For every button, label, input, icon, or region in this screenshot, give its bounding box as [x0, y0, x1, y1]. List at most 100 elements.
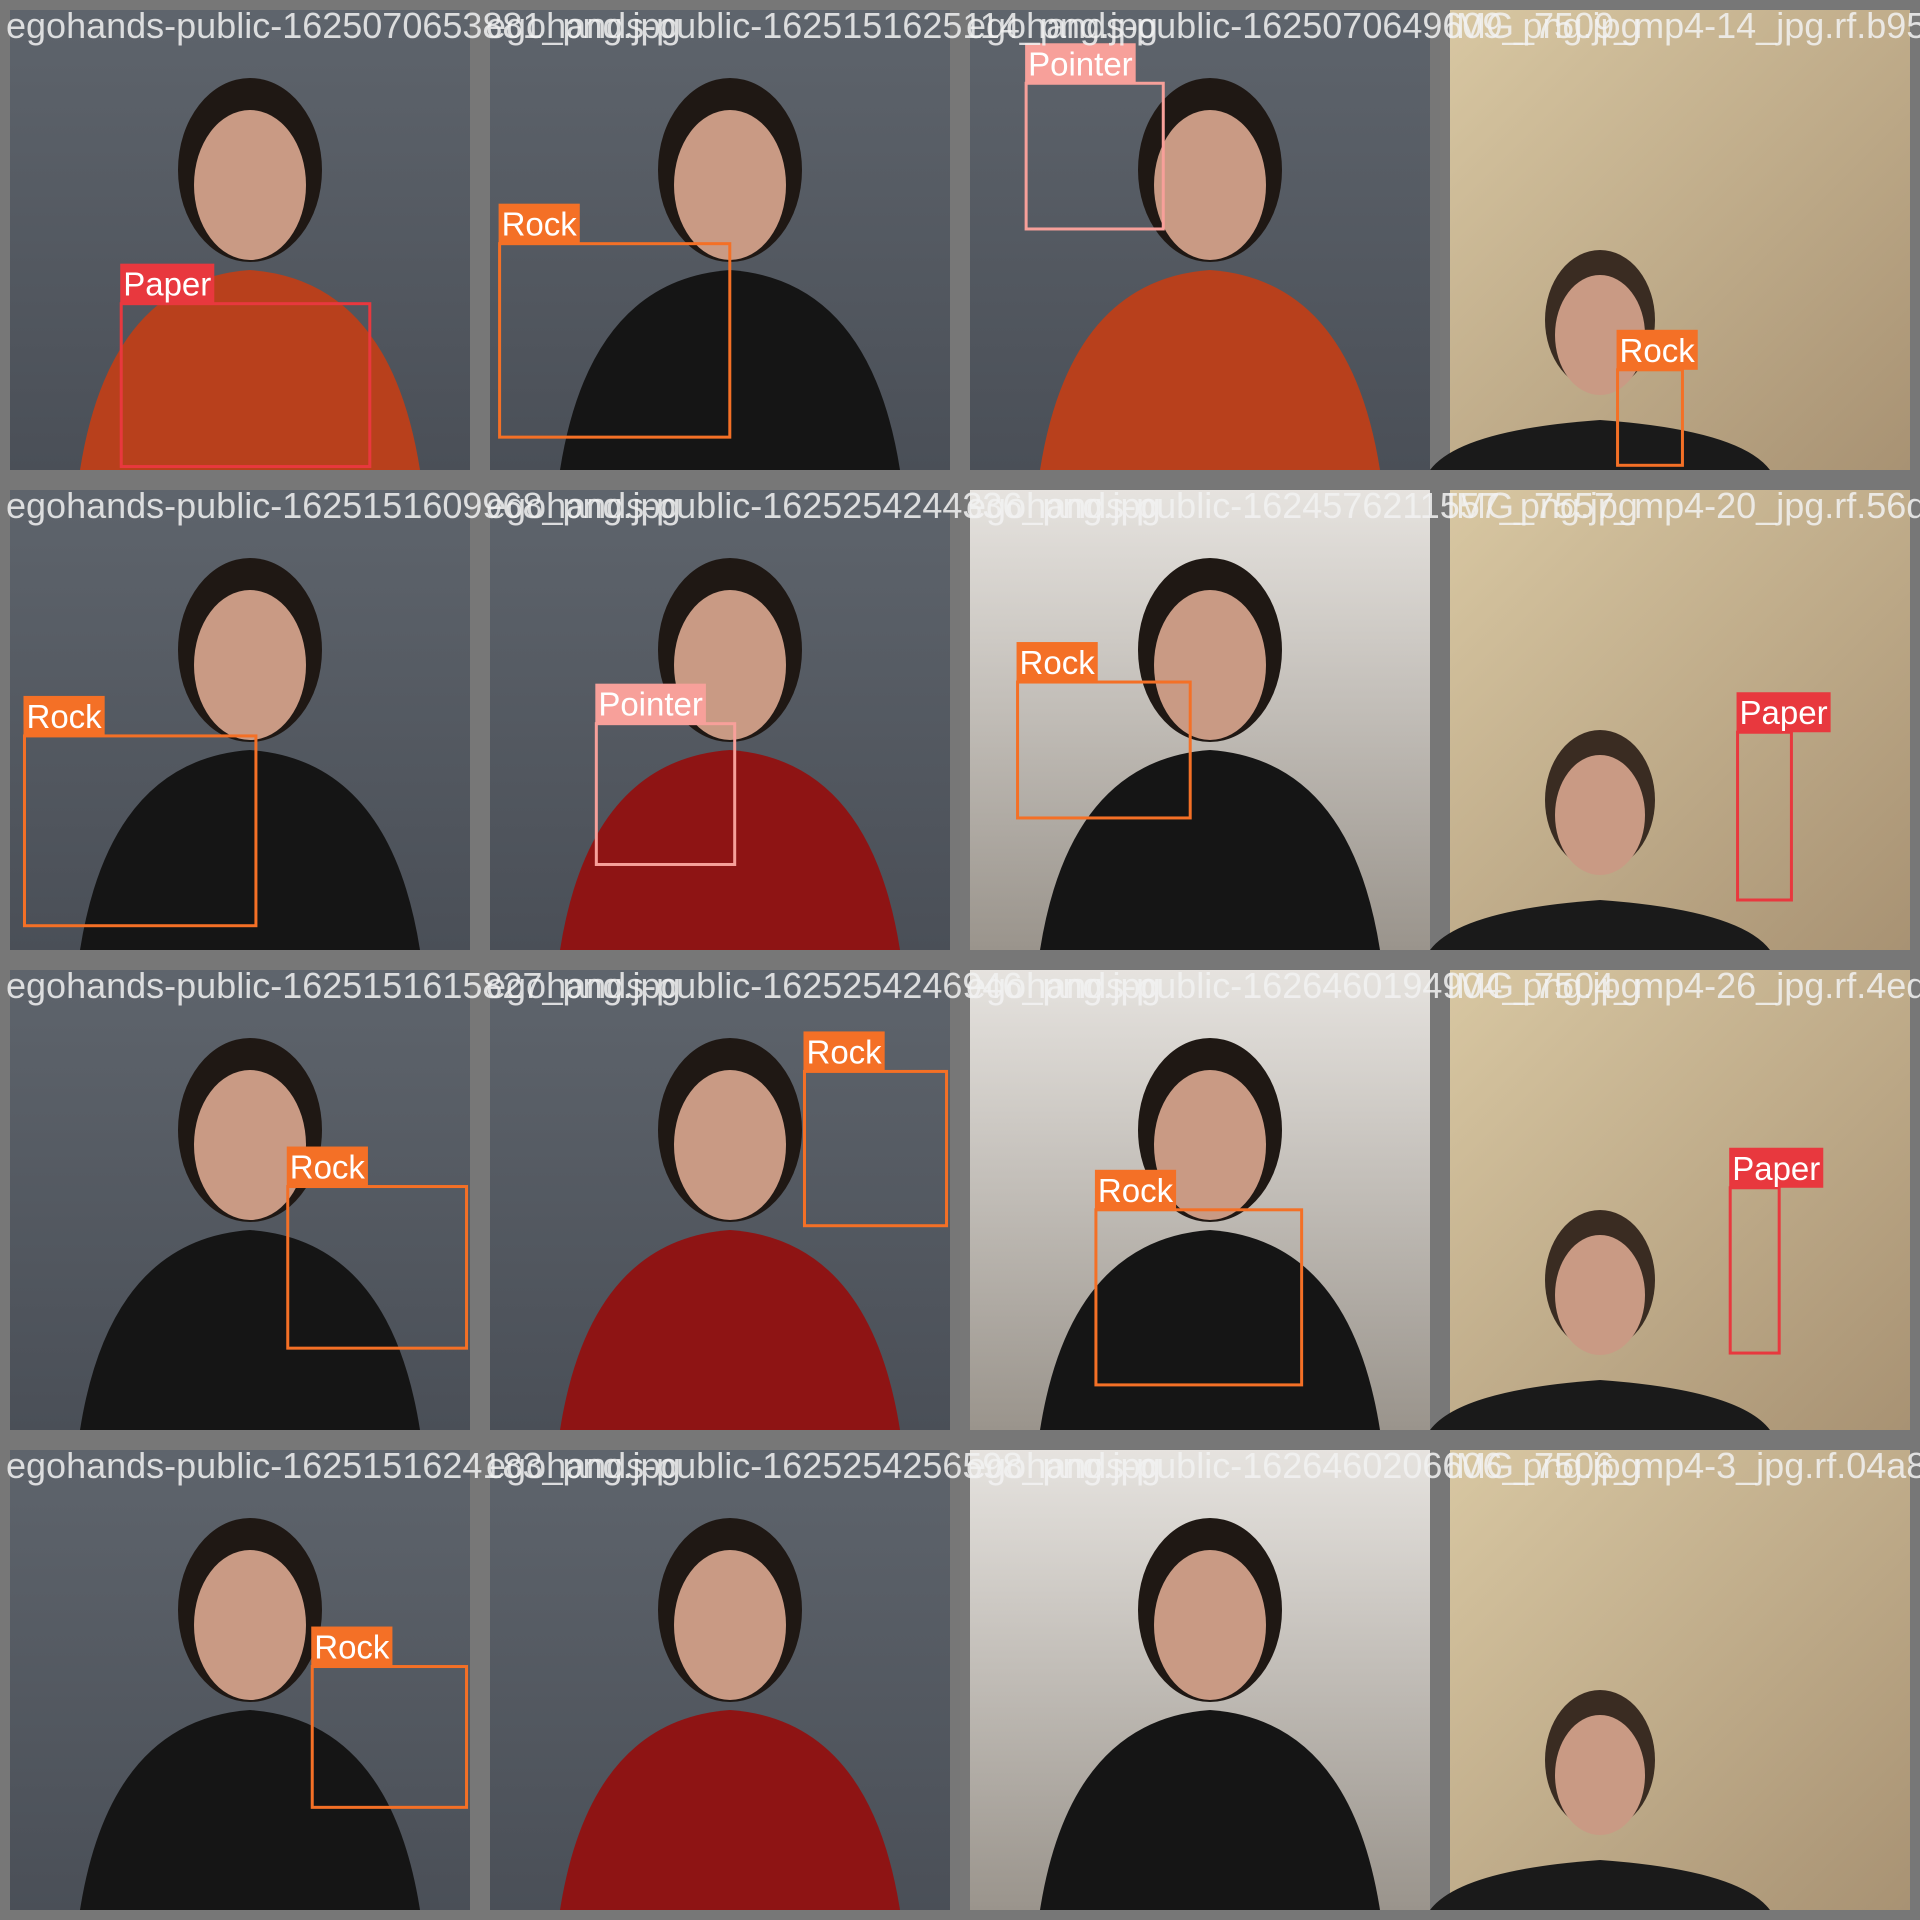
label-background	[595, 683, 706, 724]
filename: egohands-public-1625151624183_png.jpg	[6, 1445, 681, 1486]
label-background	[1016, 642, 1098, 683]
label-background	[1025, 43, 1136, 84]
person-face	[1555, 1235, 1645, 1355]
tile	[970, 1450, 1430, 1910]
boxes: Rock	[310, 1626, 469, 1809]
tile: Paper	[1430, 490, 1910, 950]
label-background	[286, 1146, 368, 1187]
person-face	[1154, 1550, 1266, 1700]
boxes: Rock	[1616, 329, 1698, 467]
person-body	[1430, 1380, 1770, 1430]
boxes: Paper	[119, 263, 372, 469]
person-body	[1430, 1860, 1770, 1910]
label-background	[803, 1031, 885, 1072]
box-label: Rock	[314, 1629, 390, 1666]
box-label: Paper	[1732, 1150, 1820, 1187]
label-background	[23, 695, 105, 736]
person-body	[80, 270, 420, 470]
tile	[1430, 1450, 1910, 1910]
bounding-box	[22, 734, 258, 928]
bounding-box	[1728, 1186, 1781, 1355]
label-background	[1094, 1169, 1177, 1210]
person-face	[1555, 1715, 1645, 1835]
tile: Rock	[490, 970, 950, 1430]
boxes: Rock	[1016, 642, 1192, 820]
filename: egohands-public-1626460194904_png.jpg	[966, 965, 1641, 1006]
filename: egohands-public-1625070653881_png.jpg	[6, 5, 681, 46]
boxes: Rock	[286, 1146, 469, 1350]
person-face	[674, 1070, 786, 1220]
tile: Paper	[10, 10, 470, 470]
box-label: Rock	[290, 1149, 366, 1186]
person-face	[1555, 755, 1645, 875]
box-label: Pointer	[598, 686, 703, 723]
label-background	[1736, 692, 1831, 733]
photo	[1450, 1450, 1910, 1910]
boxes: Paper	[1728, 1147, 1824, 1355]
boxes: Rock	[802, 1031, 949, 1228]
photo	[1450, 10, 1910, 470]
tile: Rock	[490, 10, 950, 470]
boxes: Rock	[22, 695, 258, 928]
boxes: Paper	[1736, 692, 1831, 902]
person-face	[1154, 590, 1266, 740]
box-label: Paper	[1740, 694, 1828, 731]
filename: IMG_7557_mp4-20_jpg.rf.56df09a	[1446, 485, 1920, 526]
box-label: Rock	[1020, 644, 1096, 681]
box-label: Rock	[26, 698, 102, 735]
tile: Pointer	[490, 490, 950, 950]
label-background	[1729, 1147, 1824, 1188]
filename: egohands-public-1625254256598_png.jpg	[486, 1445, 1161, 1486]
person-body	[560, 1710, 900, 1910]
bounding-box	[1094, 1208, 1304, 1387]
tile: Pointer	[970, 10, 1430, 470]
person-body	[1040, 270, 1380, 470]
tile: Rock	[1430, 10, 1910, 470]
person-body	[1430, 420, 1770, 470]
person-face	[674, 1550, 786, 1700]
tile: Rock	[10, 1450, 470, 1910]
boxes: Pointer	[1024, 43, 1165, 231]
filename: egohands-public-1625254244336_png.jpg	[486, 485, 1161, 526]
filename: egohands-public-1626460206606_png.jpg	[966, 1445, 1641, 1486]
box-label: Pointer	[1028, 45, 1133, 82]
tile: Rock	[10, 970, 470, 1430]
bounding-box	[802, 1069, 949, 1228]
filename: egohands-public-1625070649609_png.jpg	[966, 5, 1641, 46]
filename: egohands-public-1624576211557_png.jpg	[966, 485, 1638, 526]
tile	[490, 1450, 950, 1910]
tile: Rock	[970, 970, 1430, 1430]
person-face	[194, 1550, 306, 1700]
filename: IMG_7504_mp4-26_jpg.rf.4ede7ef	[1446, 965, 1920, 1006]
bounding-box	[310, 1665, 469, 1809]
person-face	[194, 110, 306, 260]
label-background	[498, 203, 580, 244]
bounding-box	[498, 242, 732, 439]
box-label: Rock	[806, 1033, 882, 1070]
filename: egohands-public-1625151609968_png.jpg	[6, 485, 681, 526]
person-body	[1430, 900, 1770, 950]
tile: Paper	[1430, 970, 1910, 1430]
person-body	[1040, 750, 1380, 950]
person-body	[560, 1230, 900, 1430]
person-face	[674, 110, 786, 260]
box-label: Rock	[502, 206, 578, 243]
person-face	[194, 1070, 306, 1220]
label-background	[311, 1626, 393, 1667]
boxes: Pointer	[594, 683, 737, 866]
label-background	[120, 263, 215, 304]
bounding-box	[286, 1185, 469, 1350]
person-body	[1040, 1710, 1380, 1910]
person-face	[1154, 110, 1266, 260]
filename: IMG_7509_mp4-14_jpg.rf.b9561a	[1446, 5, 1920, 46]
bounding-box	[119, 302, 372, 469]
person-body	[80, 750, 420, 950]
label-background	[1616, 329, 1698, 370]
person-body	[1040, 1230, 1380, 1430]
box-label: Paper	[123, 266, 211, 303]
tile: Rock	[10, 490, 470, 950]
filename: egohands-public-1625151615827_png.jpg	[6, 965, 681, 1006]
person-body	[80, 1230, 420, 1430]
filename: egohands-public-1625254246946_png.jpg	[486, 965, 1161, 1006]
